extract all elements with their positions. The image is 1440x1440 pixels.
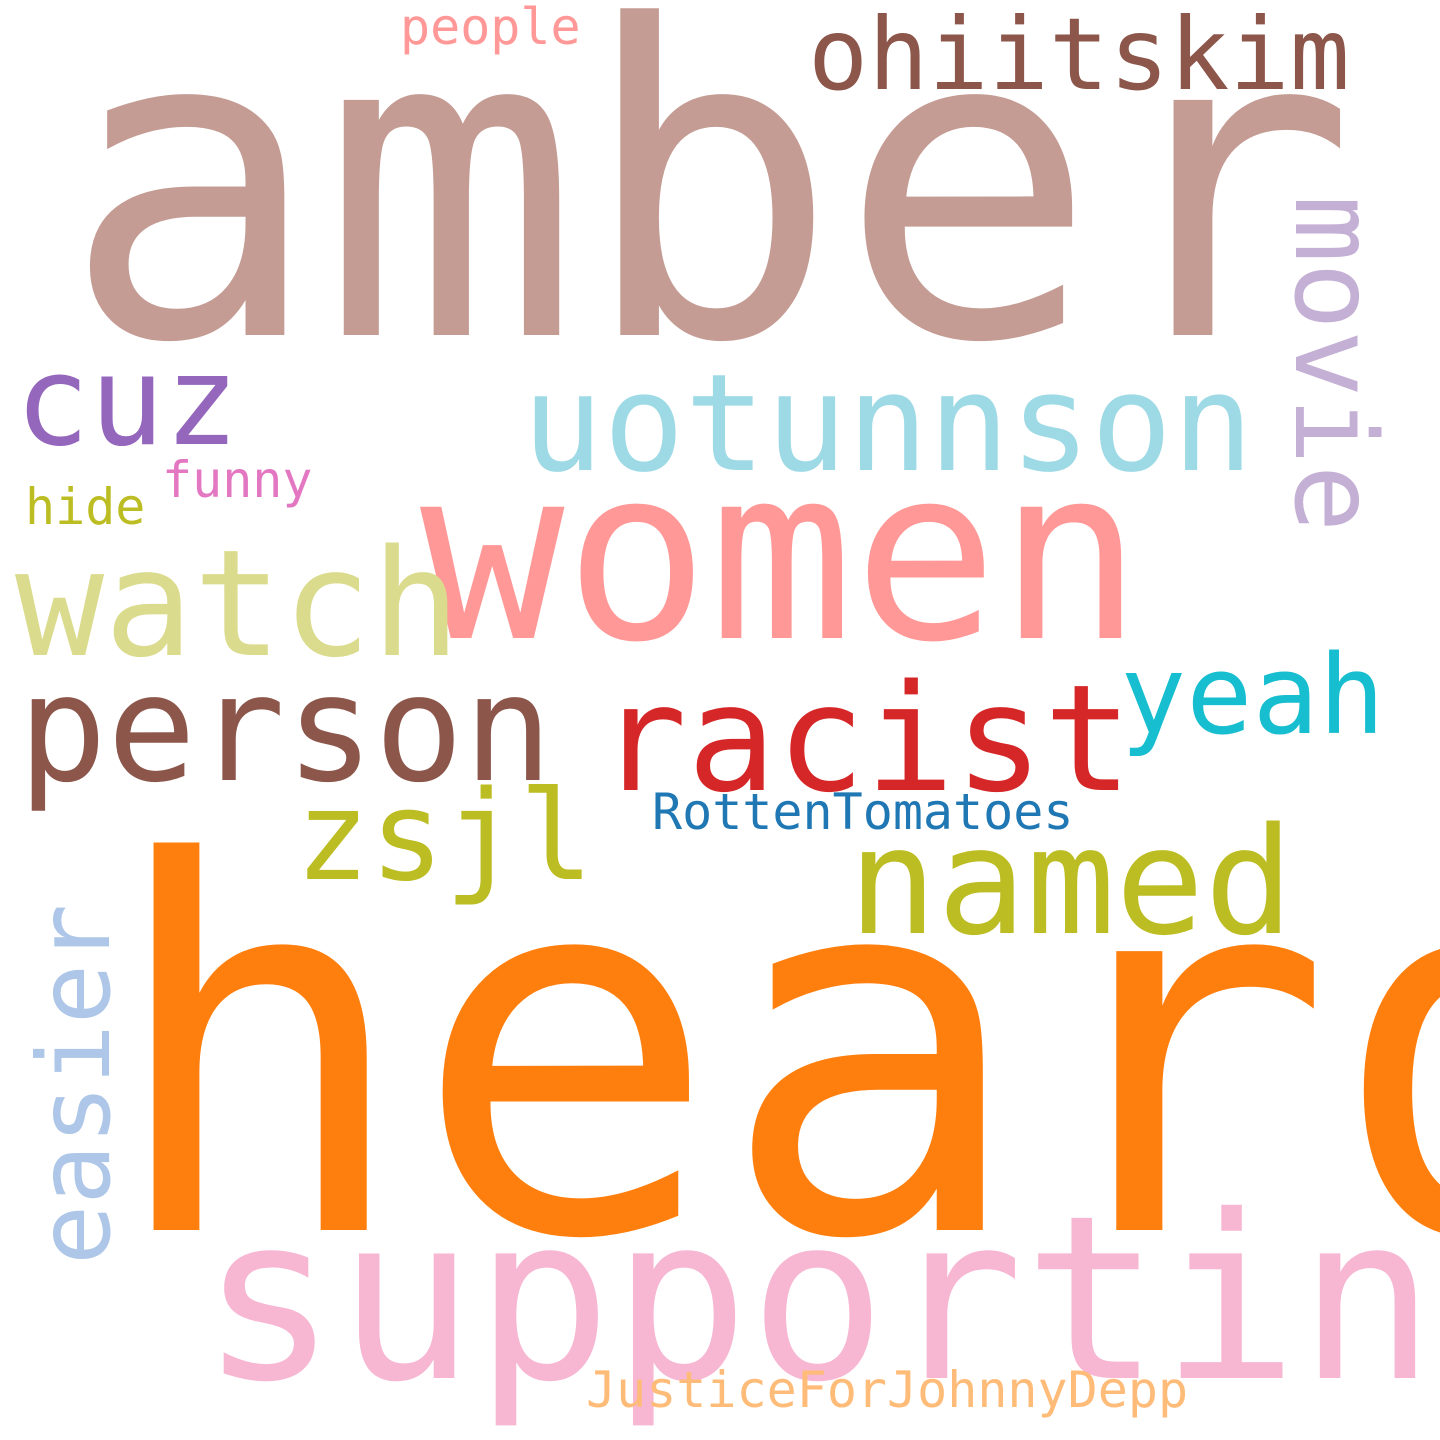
word-racist: racist: [598, 653, 1133, 825]
word-funny: funny: [162, 451, 313, 509]
word-ohiitskim: ohiitskim: [808, 0, 1350, 113]
word-supporting: supporting: [200, 1166, 1440, 1432]
word-people: people: [400, 0, 581, 56]
word-yeah: yeah: [1120, 631, 1385, 759]
word-uotunnson: uotunnson: [522, 345, 1254, 502]
word-watch: watch: [15, 518, 461, 690]
word-named: named: [848, 796, 1294, 968]
word-amber: amber: [62, 0, 1357, 437]
word-easier: easier: [16, 903, 133, 1265]
word-hide: hide: [25, 478, 146, 536]
word-women: women: [420, 415, 1143, 695]
word-movie: movie: [1269, 195, 1399, 533]
word-heard: heard: [105, 758, 1440, 1351]
word-justiceforjohnnydepp: JusticeForJohnnyDepp: [586, 1361, 1189, 1419]
word-rottentomatoes: RottenTomatoes: [652, 783, 1074, 841]
word-cuz: cuz: [15, 330, 239, 474]
word-zsjl: zsjl: [295, 765, 594, 909]
word-person: person: [18, 643, 553, 815]
